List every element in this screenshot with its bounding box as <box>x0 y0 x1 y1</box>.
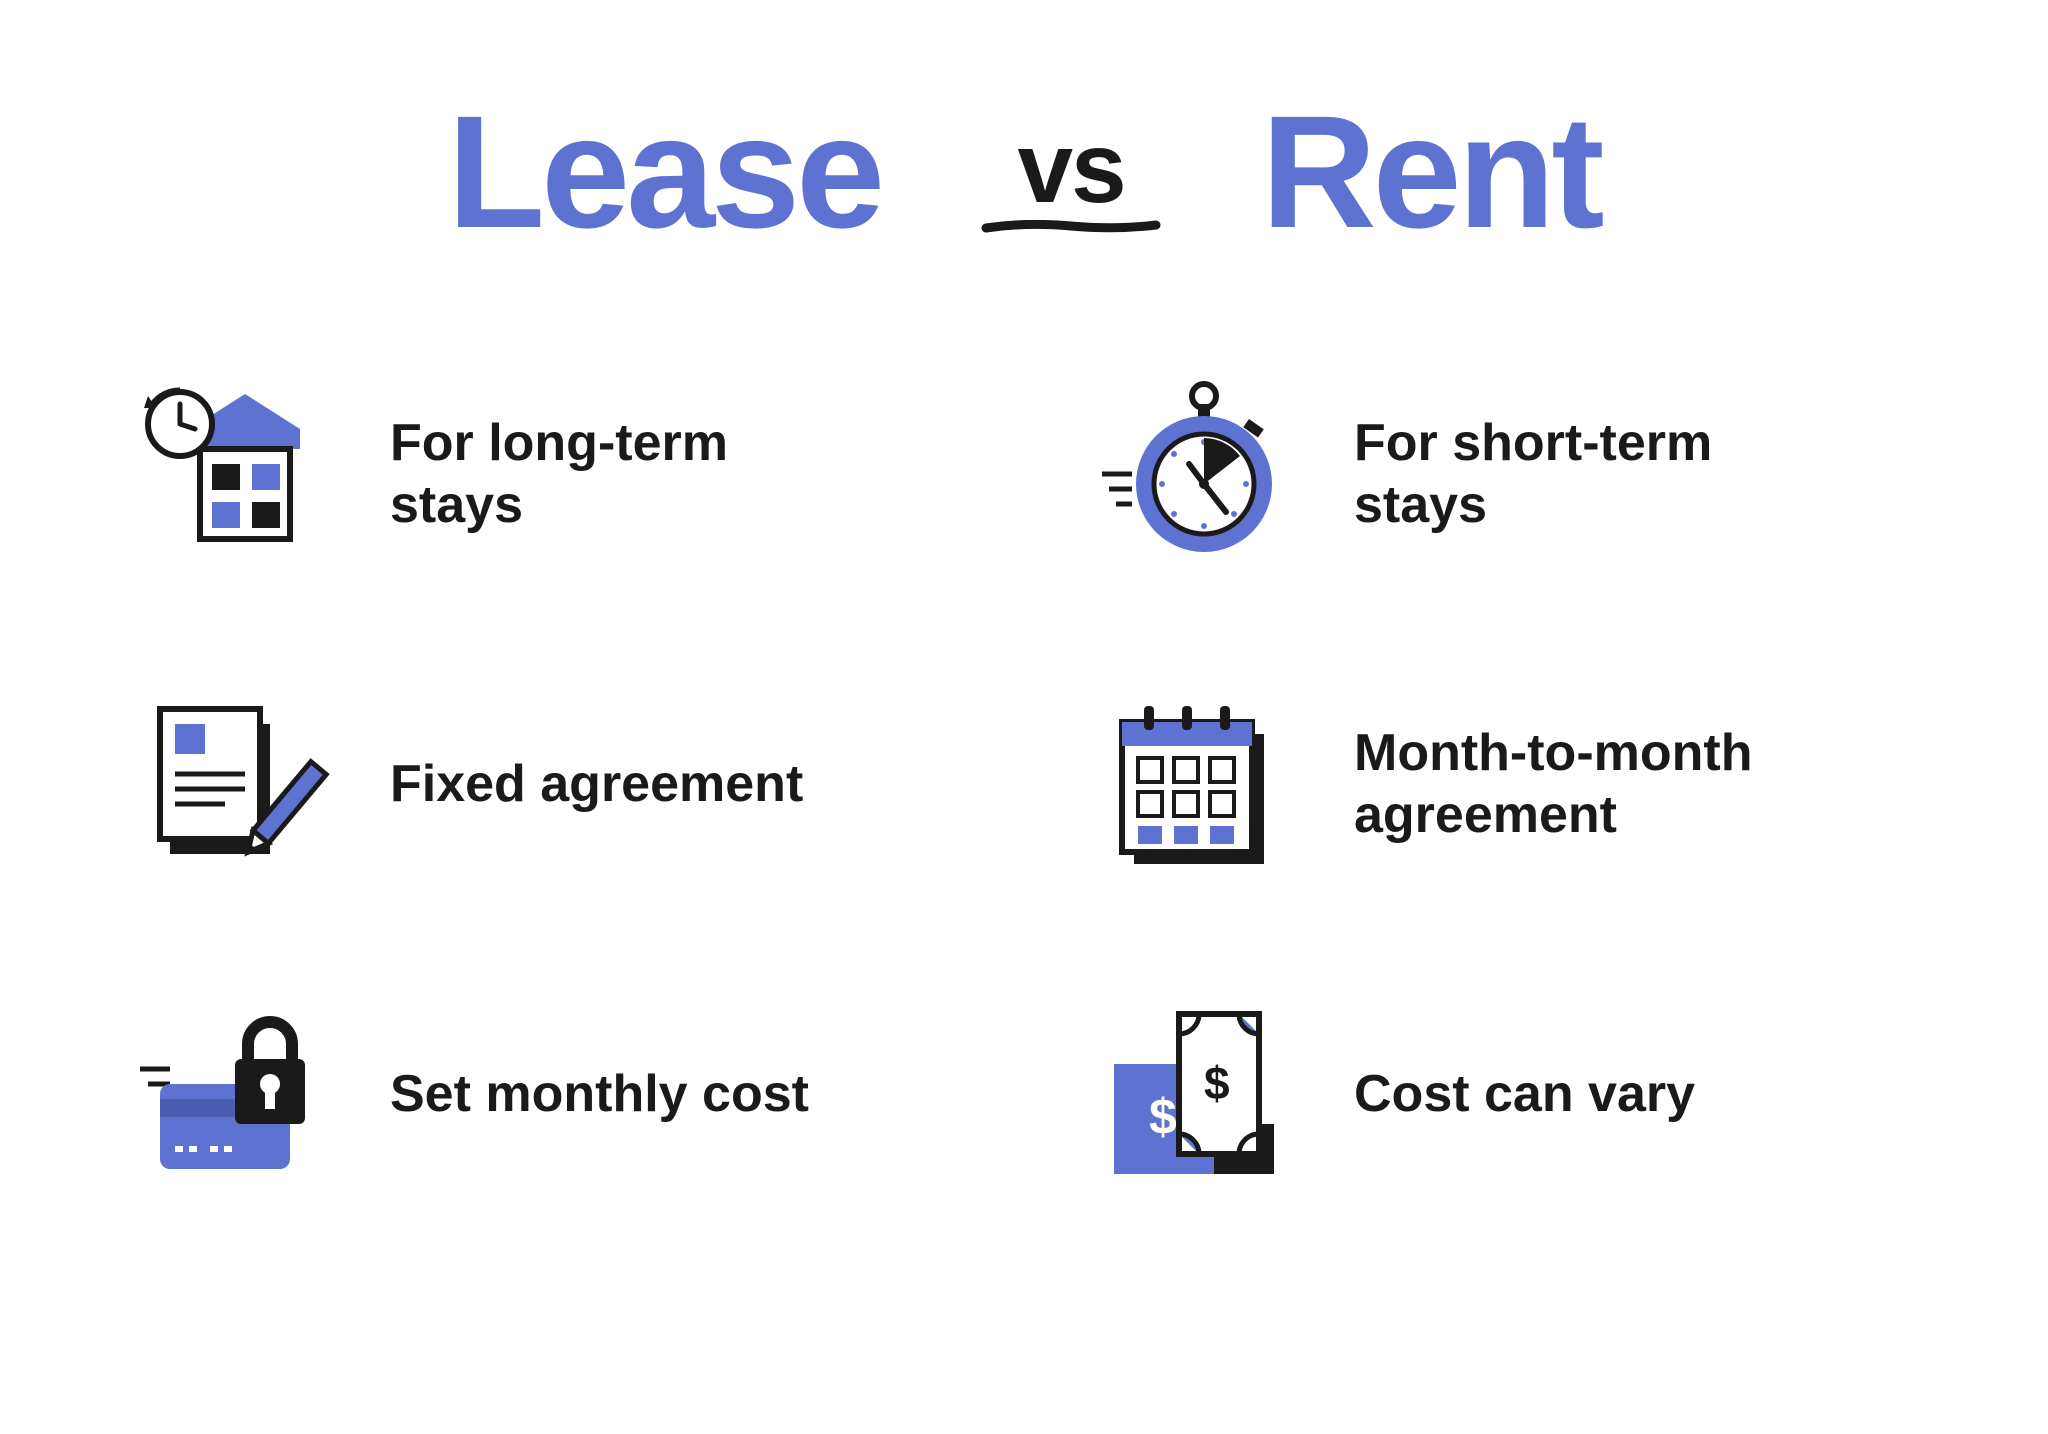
title-lease: Lease <box>447 80 881 264</box>
vs-underline-icon <box>981 220 1161 234</box>
lease-column: For long-term stays <box>120 364 964 1204</box>
rent-item-3-label: Cost can vary <box>1354 1063 1695 1125</box>
money-icon: $ $ <box>1084 984 1304 1204</box>
lease-item-2: Fixed agreement <box>120 674 964 894</box>
rent-item-3: $ $ Cost can vary <box>1084 984 1928 1204</box>
stopwatch-icon <box>1084 364 1304 584</box>
vs-block: vs <box>981 111 1161 234</box>
vs-text: vs <box>1017 111 1124 226</box>
lease-item-2-label: Fixed agreement <box>390 753 803 815</box>
title-rent: Rent <box>1261 80 1601 264</box>
lease-item-3: Set monthly cost <box>120 984 964 1204</box>
rent-item-2-label: Month-to-month agreement <box>1354 722 1834 847</box>
house-clock-icon <box>120 364 340 584</box>
lease-item-1: For long-term stays <box>120 364 964 584</box>
header: Lease vs Rent <box>120 80 1928 264</box>
rent-item-2: Month-to-month agreement <box>1084 674 1928 894</box>
calendar-icon <box>1084 674 1304 894</box>
document-pencil-icon <box>120 674 340 894</box>
card-lock-icon <box>120 984 340 1204</box>
rent-item-1-label: For short-term stays <box>1354 412 1834 537</box>
svg-text:$: $ <box>1149 1089 1177 1145</box>
lease-item-3-label: Set monthly cost <box>390 1063 809 1125</box>
rent-column: For short-term stays <box>1084 364 1928 1204</box>
rent-item-1: For short-term stays <box>1084 364 1928 584</box>
svg-text:$: $ <box>1204 1057 1230 1109</box>
lease-item-1-label: For long-term stays <box>390 412 870 537</box>
comparison-columns: For long-term stays <box>120 364 1928 1204</box>
